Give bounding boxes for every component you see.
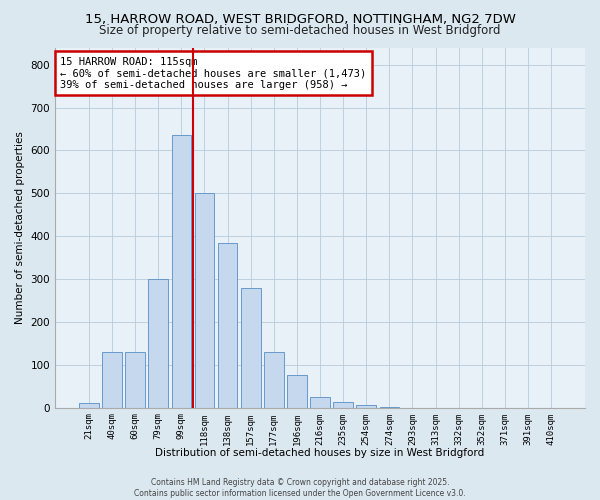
X-axis label: Distribution of semi-detached houses by size in West Bridgford: Distribution of semi-detached houses by … <box>155 448 485 458</box>
Text: 15, HARROW ROAD, WEST BRIDGFORD, NOTTINGHAM, NG2 7DW: 15, HARROW ROAD, WEST BRIDGFORD, NOTTING… <box>85 12 515 26</box>
Bar <box>79 404 99 407</box>
Bar <box>102 352 122 408</box>
Y-axis label: Number of semi-detached properties: Number of semi-detached properties <box>15 131 25 324</box>
Bar <box>172 136 191 407</box>
Bar <box>218 242 238 408</box>
Bar <box>310 397 330 407</box>
Bar <box>194 194 214 408</box>
Text: Size of property relative to semi-detached houses in West Bridgford: Size of property relative to semi-detach… <box>99 24 501 37</box>
Bar <box>287 376 307 408</box>
Text: Contains HM Land Registry data © Crown copyright and database right 2025.
Contai: Contains HM Land Registry data © Crown c… <box>134 478 466 498</box>
Bar <box>241 288 260 408</box>
Bar <box>334 402 353 407</box>
Bar <box>380 407 399 408</box>
Bar <box>125 352 145 408</box>
Bar <box>356 406 376 407</box>
Text: 15 HARROW ROAD: 115sqm
← 60% of semi-detached houses are smaller (1,473)
39% of : 15 HARROW ROAD: 115sqm ← 60% of semi-det… <box>61 56 367 90</box>
Bar <box>148 279 168 407</box>
Bar <box>264 352 284 408</box>
